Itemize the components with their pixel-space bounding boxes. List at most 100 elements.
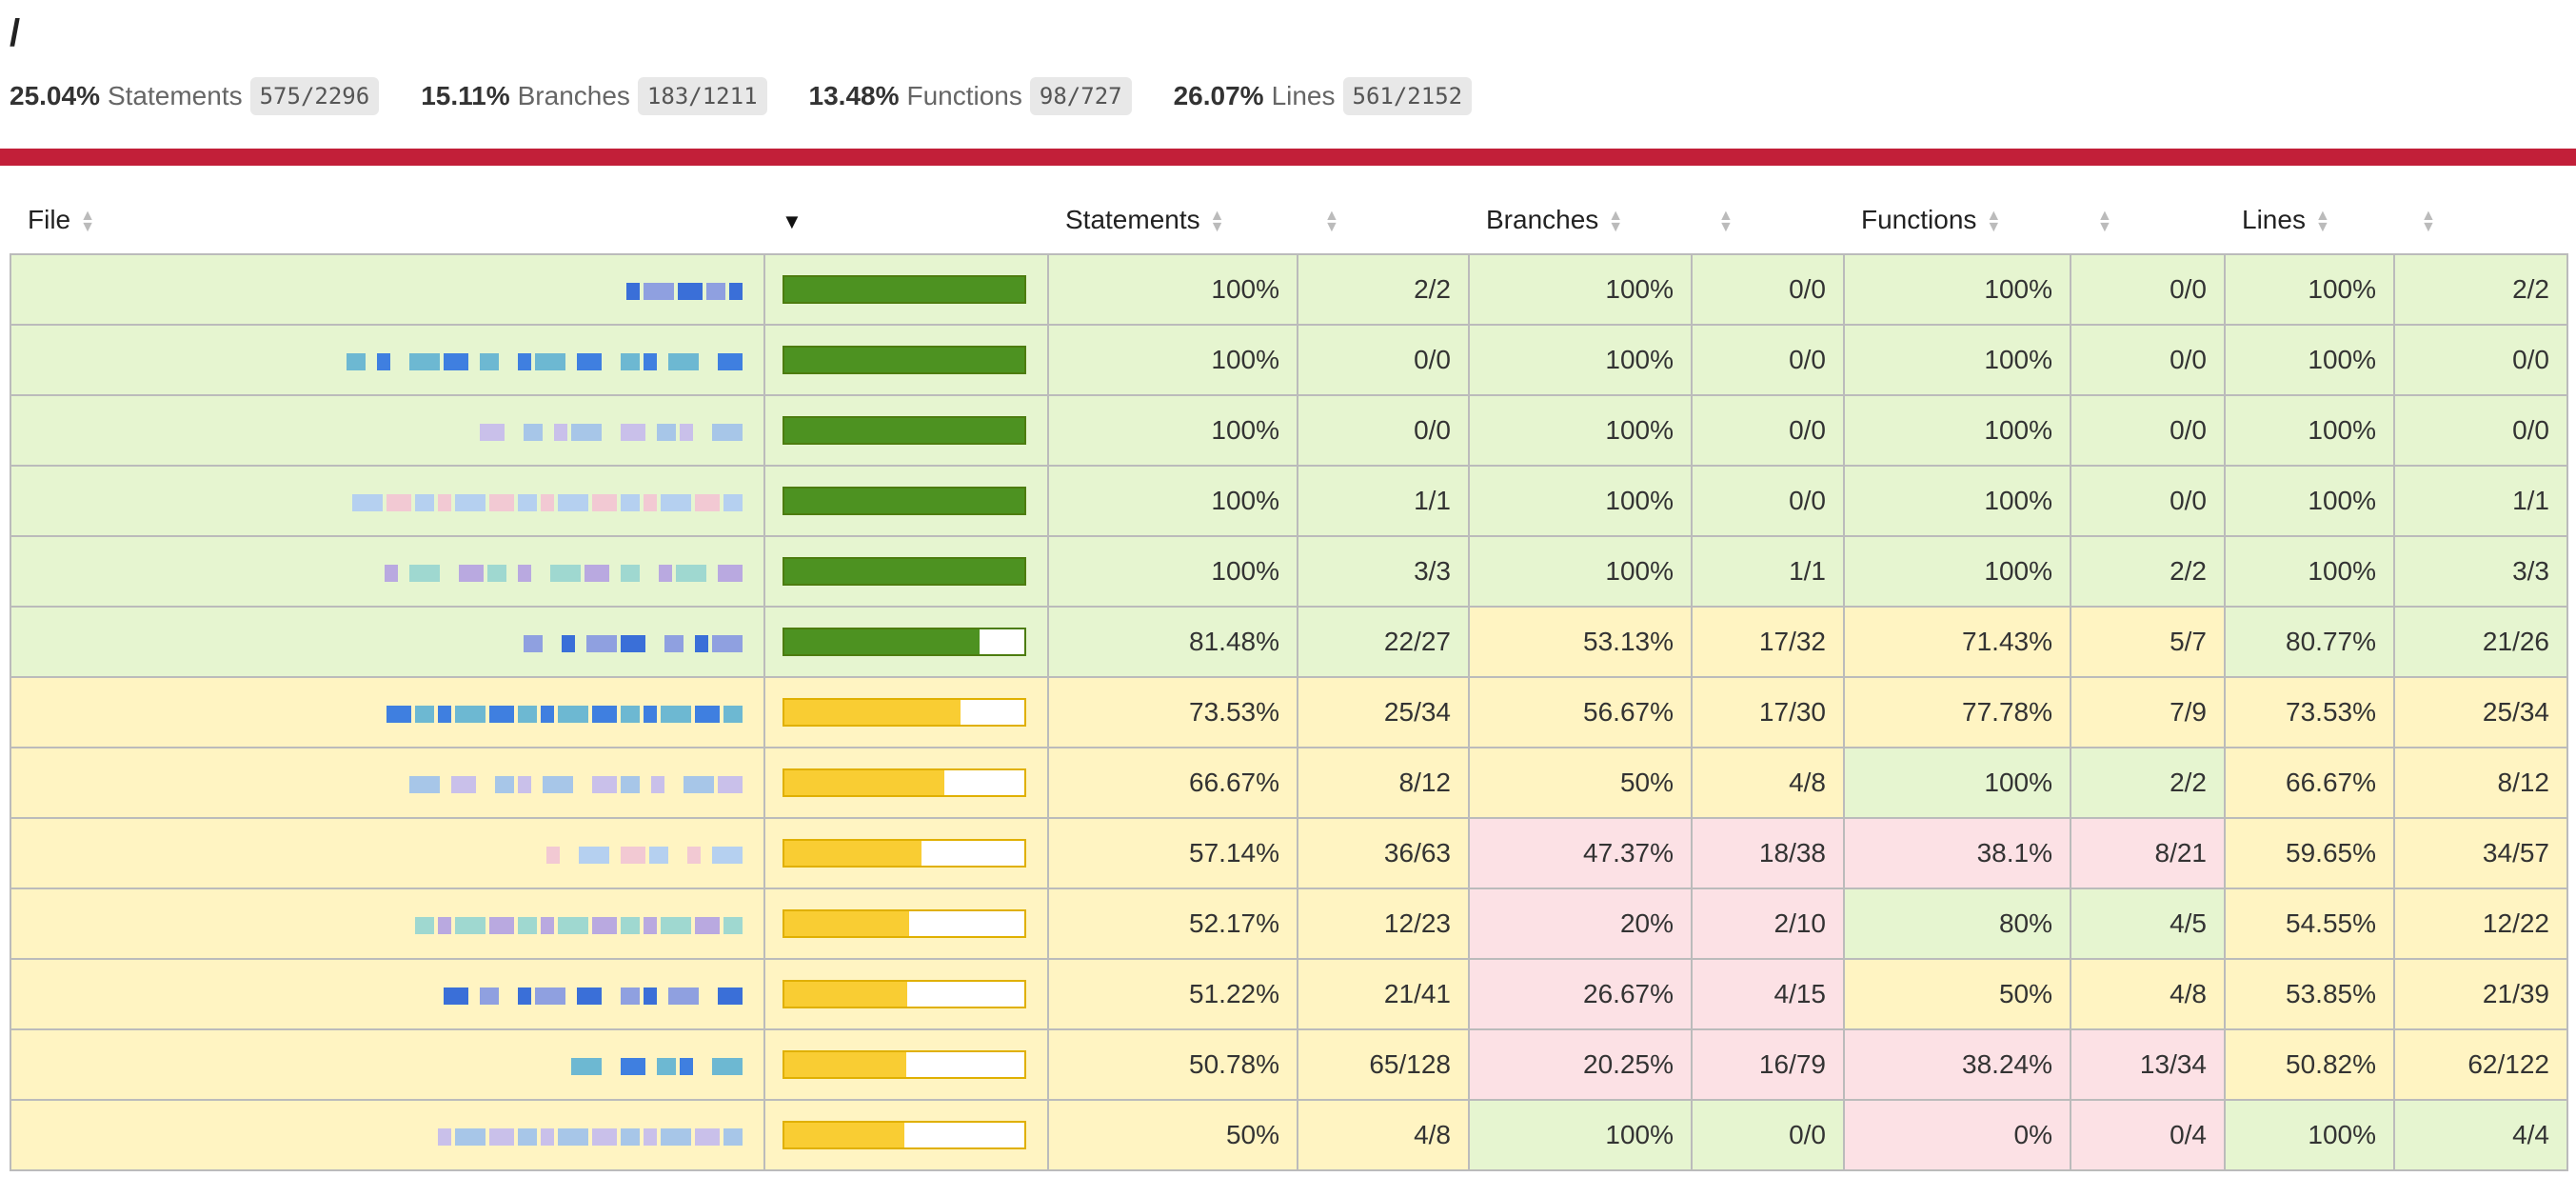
column-header-functions[interactable]: Functions ▲ ▼ (1844, 187, 2071, 255)
sort-icon: ▲ ▼ (1608, 207, 1624, 235)
obscured-filename-block (518, 352, 531, 370)
functions-fraction: 0/4 (2070, 1099, 2226, 1171)
lines-fraction: 2/2 (2393, 253, 2568, 326)
coverage-bar-fill (784, 629, 981, 654)
obscured-filename-block (487, 564, 506, 582)
column-header-statements-raw[interactable]: ▲ ▼ (1298, 187, 1469, 255)
obscured-filename-block (550, 564, 581, 582)
table-row: 100% 0/0 100% 0/0 100% 0/0 100% 0/0 (10, 324, 2568, 396)
obscured-filename-block (621, 564, 640, 582)
column-header-statements[interactable]: Statements ▲ ▼ (1048, 187, 1298, 255)
summary-branches-pct: 15.11% (421, 81, 510, 110)
file-link[interactable] (10, 1028, 765, 1101)
file-link[interactable] (10, 253, 765, 326)
column-header-branches[interactable]: Branches ▲ ▼ (1469, 187, 1692, 255)
branches-pct: 56.67% (1468, 676, 1693, 748)
branches-fraction: 0/0 (1691, 324, 1845, 396)
summary-branches-fraction: 183/1211 (637, 77, 767, 115)
functions-fraction: 2/2 (2070, 535, 2226, 608)
summary-statements-pct: 25.04% (10, 81, 100, 110)
coverage-bar (783, 628, 1026, 656)
obscured-filename-block (695, 493, 720, 511)
obscured-filename-block (695, 634, 708, 652)
column-header-file[interactable]: File ▲ ▼ (10, 187, 764, 255)
obscured-filename-block (518, 1127, 537, 1146)
table-row: 50% 4/8 100% 0/0 0% 0/4 100% 4/4 (10, 1099, 2568, 1171)
coverage-bar-cell (763, 465, 1049, 537)
lines-pct: 100% (2224, 394, 2395, 467)
coverage-bar-cell (763, 535, 1049, 608)
lines-pct: 100% (2224, 465, 2395, 537)
obscured-filename-block (680, 1057, 693, 1075)
obscured-filename-block (657, 1057, 676, 1075)
obscured-filename-block (644, 493, 657, 511)
obscured-filename-block (415, 493, 434, 511)
obscured-filename-block (592, 775, 617, 793)
table-row: 100% 3/3 100% 1/1 100% 2/2 100% 3/3 (10, 535, 2568, 608)
statements-fraction: 3/3 (1297, 535, 1470, 608)
summary-statements-label: Statements (107, 81, 243, 110)
statements-pct: 100% (1047, 465, 1298, 537)
branches-fraction: 4/8 (1691, 747, 1845, 819)
file-link[interactable] (10, 394, 765, 467)
file-link[interactable] (10, 817, 765, 889)
obscured-filename-block (661, 705, 691, 723)
coverage-bar (783, 839, 1026, 868)
summary-branches-label: Branches (517, 81, 630, 110)
lines-fraction: 12/22 (2393, 888, 2568, 960)
summary-statements-fraction: 575/2296 (249, 77, 380, 115)
file-link[interactable] (10, 465, 765, 537)
obscured-filename-block (718, 775, 743, 793)
branches-pct: 100% (1468, 324, 1693, 396)
obscured-filename-block (621, 916, 640, 934)
obscured-filename-block (386, 493, 411, 511)
lines-pct: 50.82% (2224, 1028, 2395, 1101)
coverage-bar (783, 1050, 1026, 1079)
column-header-coverage-bar[interactable]: ▼ (764, 187, 1048, 255)
functions-fraction: 5/7 (2070, 606, 2226, 678)
obscured-filename-block (668, 352, 699, 370)
branches-fraction: 0/0 (1691, 253, 1845, 326)
obscured-filename-block (455, 1127, 485, 1146)
column-header-statements-label: Statements (1065, 205, 1200, 234)
functions-pct: 38.1% (1843, 817, 2071, 889)
obscured-filename-block (723, 916, 743, 934)
functions-pct: 77.78% (1843, 676, 2071, 748)
statements-fraction: 12/23 (1297, 888, 1470, 960)
file-link[interactable] (10, 1099, 765, 1171)
file-link[interactable] (10, 676, 765, 748)
sort-icon: ▲ ▼ (80, 207, 95, 235)
functions-fraction: 0/0 (2070, 253, 2226, 326)
functions-pct: 50% (1843, 958, 2071, 1030)
statements-pct: 73.53% (1047, 676, 1298, 748)
lines-fraction: 0/0 (2393, 324, 2568, 396)
obscured-filename-block (621, 1057, 645, 1075)
coverage-bar-fill (784, 559, 1024, 584)
coverage-bar-cell (763, 1028, 1049, 1101)
file-link[interactable] (10, 747, 765, 819)
obscured-filename-block (657, 423, 676, 441)
lines-fraction: 62/122 (2393, 1028, 2568, 1101)
obscured-filename-block (409, 564, 440, 582)
coverage-bar-fill (784, 348, 1024, 372)
file-link[interactable] (10, 606, 765, 678)
file-link[interactable] (10, 535, 765, 608)
statements-fraction: 21/41 (1297, 958, 1470, 1030)
sort-icon: ▲ ▼ (1718, 207, 1734, 235)
file-link[interactable] (10, 958, 765, 1030)
lines-pct: 53.85% (2224, 958, 2395, 1030)
lines-pct: 100% (2224, 324, 2395, 396)
obscured-filename-block (415, 916, 434, 934)
column-header-branches-raw[interactable]: ▲ ▼ (1692, 187, 1844, 255)
page-title: / (10, 12, 21, 54)
column-header-lines[interactable]: Lines ▲ ▼ (2225, 187, 2394, 255)
obscured-filename-block (558, 705, 588, 723)
file-link[interactable] (10, 888, 765, 960)
file-link[interactable] (10, 324, 765, 396)
branches-fraction: 16/79 (1691, 1028, 1845, 1101)
table-row: 50.78% 65/128 20.25% 16/79 38.24% 13/34 50.82%… (10, 1028, 2568, 1101)
obscured-filename-block (377, 352, 390, 370)
statements-pct: 51.22% (1047, 958, 1298, 1030)
column-header-functions-raw[interactable]: ▲ ▼ (2071, 187, 2225, 255)
column-header-lines-raw[interactable]: ▲ ▼ (2394, 187, 2567, 255)
